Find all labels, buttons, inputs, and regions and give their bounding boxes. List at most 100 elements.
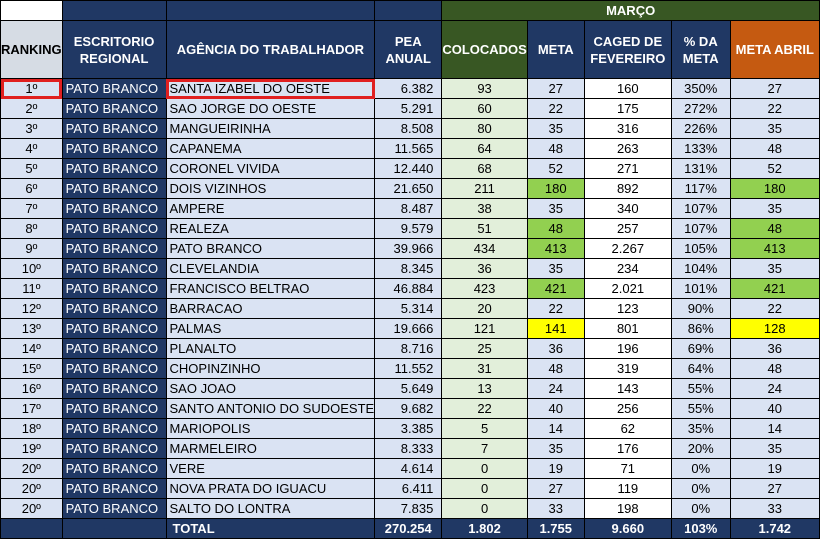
pct-meta-cell[interactable]: 107% <box>670 198 731 219</box>
caged-cell[interactable]: 119 <box>583 478 672 499</box>
meta-abril-cell[interactable]: 35 <box>729 438 820 459</box>
pea-cell[interactable]: 8.508 <box>374 118 443 139</box>
colocados-cell[interactable]: 121 <box>441 318 528 339</box>
agencia-cell[interactable]: CLEVELANDIA <box>165 258 376 279</box>
colocados-cell[interactable]: 64 <box>441 138 528 159</box>
rank-cell[interactable]: 10º <box>0 258 63 279</box>
rank-cell[interactable]: 11º <box>0 278 63 299</box>
meta-abril-cell[interactable]: 14 <box>729 418 820 439</box>
caged-cell[interactable]: 2.267 <box>583 238 672 259</box>
pct-meta-cell[interactable]: 350% <box>670 78 731 99</box>
pct-meta-cell[interactable]: 117% <box>670 178 731 199</box>
agencia-cell[interactable]: DOIS VIZINHOS <box>165 178 376 199</box>
agencia-cell[interactable]: SAO JOAO <box>165 378 376 399</box>
month-header[interactable]: MARÇO <box>441 0 820 21</box>
regional-cell[interactable]: PATO BRANCO <box>61 258 167 279</box>
col-header-ranking[interactable]: RANKING <box>0 20 63 79</box>
col-header-escritorio[interactable]: ESCRITORIO REGIONAL <box>61 20 167 79</box>
meta-abril-cell[interactable]: 22 <box>729 298 820 319</box>
pct-meta-cell[interactable]: 64% <box>670 358 731 379</box>
regional-cell[interactable]: PATO BRANCO <box>61 498 167 519</box>
pct-meta-cell[interactable]: 0% <box>670 478 731 499</box>
meta-cell[interactable]: 33 <box>526 498 585 519</box>
col-header-pea[interactable]: PEA ANUAL <box>374 20 443 79</box>
col-header-colocados[interactable]: COLOCADOS <box>441 20 528 79</box>
caged-cell[interactable]: 2.021 <box>583 278 672 299</box>
regional-cell[interactable]: PATO BRANCO <box>61 178 167 199</box>
rank-cell[interactable]: 17º <box>0 398 63 419</box>
agencia-cell[interactable]: CAPANEMA <box>165 138 376 159</box>
colocados-cell[interactable]: 434 <box>441 238 528 259</box>
pct-meta-cell[interactable]: 20% <box>670 438 731 459</box>
regional-cell[interactable]: PATO BRANCO <box>61 78 167 99</box>
meta-cell[interactable]: 19 <box>526 458 585 479</box>
pct-meta-cell[interactable]: 105% <box>670 238 731 259</box>
pea-cell[interactable]: 8.333 <box>374 438 443 459</box>
agencia-cell[interactable]: PATO BRANCO <box>165 238 376 259</box>
pea-cell[interactable]: 6.411 <box>374 478 443 499</box>
total-pea[interactable]: 270.254 <box>374 518 443 539</box>
meta-abril-cell[interactable]: 27 <box>729 78 820 99</box>
regional-cell[interactable]: PATO BRANCO <box>61 98 167 119</box>
total-label[interactable]: TOTAL <box>165 518 376 539</box>
pea-cell[interactable]: 8.487 <box>374 198 443 219</box>
colocados-cell[interactable]: 93 <box>441 78 528 99</box>
meta-abril-cell[interactable]: 48 <box>729 358 820 379</box>
meta-cell[interactable]: 27 <box>526 78 585 99</box>
regional-cell[interactable]: PATO BRANCO <box>61 338 167 359</box>
regional-cell[interactable]: PATO BRANCO <box>61 138 167 159</box>
colocados-cell[interactable]: 80 <box>441 118 528 139</box>
pct-meta-cell[interactable]: 55% <box>670 398 731 419</box>
pea-cell[interactable]: 21.650 <box>374 178 443 199</box>
regional-cell[interactable]: PATO BRANCO <box>61 378 167 399</box>
meta-cell[interactable]: 35 <box>526 198 585 219</box>
colocados-cell[interactable]: 0 <box>441 498 528 519</box>
caged-cell[interactable]: 175 <box>583 98 672 119</box>
colocados-cell[interactable]: 60 <box>441 98 528 119</box>
agencia-cell[interactable]: MARMELEIRO <box>165 438 376 459</box>
pct-meta-cell[interactable]: 104% <box>670 258 731 279</box>
caged-cell[interactable]: 123 <box>583 298 672 319</box>
meta-cell[interactable]: 141 <box>526 318 585 339</box>
rank-cell[interactable]: 14º <box>0 338 63 359</box>
agencia-cell[interactable]: REALEZA <box>165 218 376 239</box>
rank-cell[interactable]: 20º <box>0 478 63 499</box>
meta-cell[interactable]: 48 <box>526 218 585 239</box>
col-header-caged[interactable]: CAGED DE FEVEREIRO <box>583 20 672 79</box>
rank-cell[interactable]: 3º <box>0 118 63 139</box>
meta-abril-cell[interactable]: 22 <box>729 98 820 119</box>
caged-cell[interactable]: 801 <box>583 318 672 339</box>
rank-cell[interactable]: 4º <box>0 138 63 159</box>
meta-cell[interactable]: 36 <box>526 338 585 359</box>
meta-abril-cell[interactable]: 413 <box>729 238 820 259</box>
agencia-cell[interactable]: SALTO DO LONTRA <box>165 498 376 519</box>
pct-meta-cell[interactable]: 55% <box>670 378 731 399</box>
pea-cell[interactable]: 39.966 <box>374 238 443 259</box>
agencia-cell[interactable]: MARIOPOLIS <box>165 418 376 439</box>
pct-meta-cell[interactable]: 69% <box>670 338 731 359</box>
agencia-cell[interactable]: SANTA IZABEL DO OESTE <box>165 78 376 99</box>
colocados-cell[interactable]: 25 <box>441 338 528 359</box>
regional-cell[interactable]: PATO BRANCO <box>61 158 167 179</box>
total-pct[interactable]: 103% <box>670 518 731 539</box>
rank-cell[interactable]: 5º <box>0 158 63 179</box>
rank-cell[interactable]: 2º <box>0 98 63 119</box>
colocados-cell[interactable]: 7 <box>441 438 528 459</box>
agencia-cell[interactable]: CORONEL VIVIDA <box>165 158 376 179</box>
meta-abril-cell[interactable]: 35 <box>729 258 820 279</box>
colocados-cell[interactable]: 68 <box>441 158 528 179</box>
col-header-agencia[interactable]: AGÊNCIA DO TRABALHADOR <box>165 20 376 79</box>
meta-abril-cell[interactable]: 33 <box>729 498 820 519</box>
meta-abril-cell[interactable]: 19 <box>729 458 820 479</box>
pea-cell[interactable]: 12.440 <box>374 158 443 179</box>
meta-abril-cell[interactable]: 24 <box>729 378 820 399</box>
meta-cell[interactable]: 22 <box>526 98 585 119</box>
agencia-cell[interactable]: CHOPINZINHO <box>165 358 376 379</box>
meta-cell[interactable]: 48 <box>526 358 585 379</box>
rank-cell[interactable]: 6º <box>0 178 63 199</box>
meta-cell[interactable]: 52 <box>526 158 585 179</box>
pct-meta-cell[interactable]: 101% <box>670 278 731 299</box>
meta-cell[interactable]: 180 <box>526 178 585 199</box>
pea-cell[interactable]: 5.291 <box>374 98 443 119</box>
total-meta-abril[interactable]: 1.742 <box>729 518 820 539</box>
